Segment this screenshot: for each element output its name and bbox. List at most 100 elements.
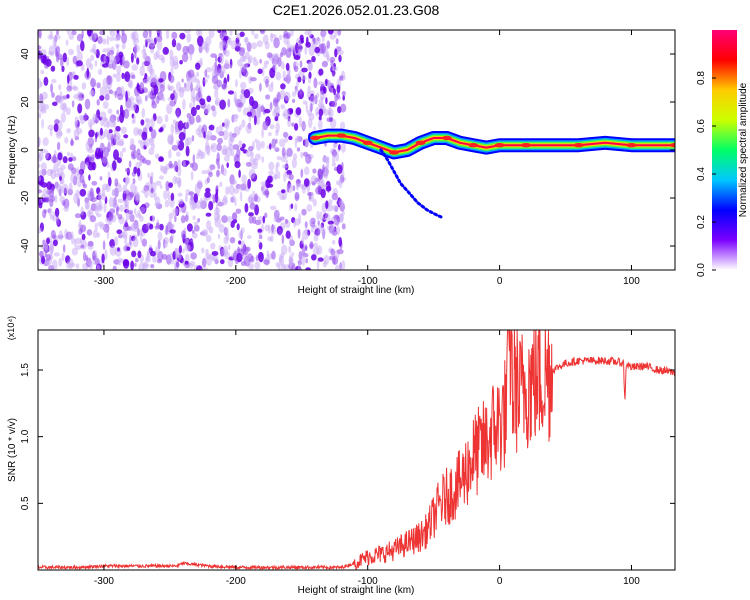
- spectrogram-noise-cell: [271, 250, 276, 260]
- spectrogram-noise-cell: [253, 115, 257, 126]
- spectrogram-noise-cell: [217, 137, 224, 144]
- spectrogram-noise-cell: [309, 219, 313, 226]
- spectrogram-noise-cell: [338, 200, 345, 208]
- spectrogram-noise-cell: [51, 92, 55, 98]
- snr-y-tick-label: 1.0: [20, 429, 31, 443]
- spectrogram-noise-cell: [123, 108, 130, 119]
- spectrogram-noise-cell: [236, 148, 241, 158]
- spectrogram-noise-cell: [192, 154, 195, 164]
- spectrogram-noise-cell: [112, 120, 117, 128]
- spectrogram-noise-cell: [252, 56, 257, 62]
- spectrogram-noise-cell: [341, 169, 345, 179]
- spectrogram-noise-cell: [342, 95, 346, 101]
- spectrogram-noise-cell: [38, 55, 41, 60]
- spectrogram-noise-cell: [216, 169, 220, 178]
- spectrogram-noise-cell: [79, 188, 87, 197]
- spectrogram-track-peak: [670, 143, 675, 148]
- spectrogram-noise-cell: [336, 248, 344, 255]
- spectrogram-noise-cell: [158, 78, 164, 83]
- spectrogram-noise-cell: [301, 208, 307, 216]
- spectrogram-noise-cell: [234, 161, 241, 169]
- spectrogram-track-peak: [415, 140, 426, 145]
- spectrogram-noise-cell: [48, 189, 54, 198]
- spectrogram-noise-cell: [299, 60, 303, 68]
- spectrogram-noise-cell: [269, 32, 274, 43]
- spectrogram-noise-cell: [227, 98, 231, 108]
- spectrogram-noise-cell: [282, 33, 290, 39]
- spectrogram-noise-cell: [208, 200, 214, 211]
- spectrogram-y-ticks: -40 -20 0 20 40: [20, 48, 675, 253]
- spectrogram-noise-cell: [58, 185, 63, 197]
- spectrogram-noise-cell: [301, 184, 306, 194]
- spectrogram-noise-cell: [184, 137, 189, 148]
- spectrogram-noise-cell: [64, 137, 69, 144]
- spectrogram-noise-cell: [330, 87, 334, 93]
- spectrogram-noise-cell: [114, 178, 119, 187]
- spectrogram-noise-cell: [155, 246, 160, 256]
- spectrogram-noise-cell: [124, 176, 131, 185]
- spectrogram-noise-cell: [321, 60, 328, 68]
- spectrogram-noise-cell: [254, 261, 261, 270]
- spectrogram-noise-cell: [43, 76, 49, 86]
- spectrogram-noise-cell: [233, 180, 237, 185]
- colorbar-tick-label: 0.0: [696, 263, 707, 277]
- spectrogram-noise-cell: [331, 162, 337, 167]
- spectrogram-noise-cell: [121, 72, 125, 80]
- spectrogram-noise-cell: [210, 145, 215, 150]
- spectrogram-noise-cell: [330, 248, 336, 256]
- spectrogram-noise-cell: [53, 163, 59, 173]
- spectrogram-noise-cell: [336, 164, 343, 175]
- spectrogram-noise-cell: [221, 215, 229, 224]
- spectrogram-noise-cell: [61, 183, 69, 194]
- spectrogram-noise-cell: [104, 93, 110, 101]
- spectrogram-noise-cell: [215, 126, 220, 134]
- spectrogram-noise-cell: [113, 129, 117, 135]
- spectrogram-noise-cell: [317, 169, 324, 179]
- spectrogram-noise-cell: [246, 111, 253, 117]
- colorbar-ticks: 0.0 0.2 0.4 0.6 0.8: [696, 71, 716, 277]
- spectrogram-noise-cell: [181, 52, 189, 63]
- spectrogram-noise-cell: [39, 49, 47, 56]
- spectrogram-noise-cell: [74, 116, 79, 124]
- spectrogram-noise-cell: [287, 69, 291, 79]
- spectrogram-noise-cell: [115, 43, 120, 48]
- spectrogram-noise-cell: [102, 101, 109, 109]
- spectrogram-noise-cell: [72, 156, 77, 162]
- spectrogram-noise-cell: [232, 218, 238, 224]
- spectrogram-noise-cell: [220, 31, 225, 40]
- spectrogram-x-tick-label: 0: [497, 276, 503, 287]
- spectrogram-noise-cell: [329, 255, 334, 261]
- spectrogram-noise-cell: [319, 224, 323, 232]
- spectrogram-noise-cell: [52, 239, 58, 247]
- spectrogram-noise-cell: [102, 48, 109, 53]
- spectrogram-noise-cell: [288, 245, 292, 254]
- spectrogram-noise-cell: [84, 98, 91, 110]
- spectrogram-noise-cell: [288, 261, 294, 267]
- spectrogram-noise-cell: [306, 204, 313, 212]
- spectrogram-noise-cell: [195, 83, 199, 92]
- spectrogram-noise-cell: [174, 214, 177, 223]
- spectrogram-noise-cell: [227, 90, 235, 95]
- spectrogram-noise-cell: [241, 119, 246, 128]
- spectrogram-noise-cell: [204, 191, 211, 198]
- spectrogram-noise-cell: [161, 165, 168, 174]
- spectrogram-noise-cell: [90, 54, 95, 62]
- snr-y-scale-note: (x10⁴): [6, 316, 16, 340]
- spectrogram-noise-cell: [341, 90, 346, 97]
- spectrogram-noise-cell: [156, 259, 162, 264]
- spectrogram-noise-cell: [325, 78, 328, 87]
- spectrogram-noise-cell: [79, 169, 83, 178]
- spectrogram-noise-cell: [99, 86, 106, 97]
- spectrogram-noise-cell: [63, 206, 69, 212]
- spectrogram-noise-cell: [230, 135, 235, 143]
- spectrogram-noise-cell: [215, 184, 220, 190]
- spectrogram-track-peak: [494, 143, 505, 148]
- spectrogram-noise-cell: [68, 182, 73, 193]
- spectrogram-noise-cell: [195, 114, 201, 123]
- spectrogram-noise-cell: [112, 265, 117, 270]
- spectrogram-noise-cell: [145, 94, 153, 99]
- spectrogram-noise-cell: [273, 173, 279, 180]
- spectrogram-noise-cell: [275, 71, 282, 81]
- spectrogram-noise-cell: [292, 98, 296, 103]
- spectrogram-noise-cell: [229, 30, 233, 36]
